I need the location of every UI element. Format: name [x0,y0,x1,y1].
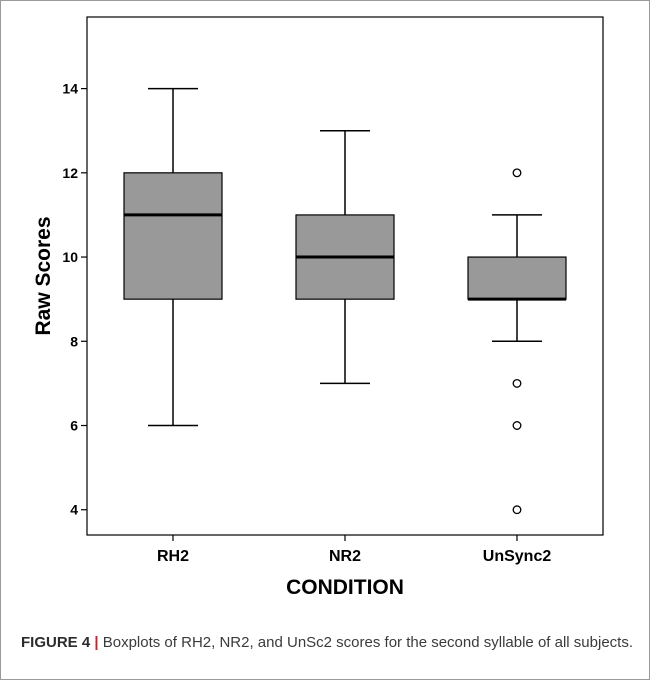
iqr-box [123,172,223,300]
x-tick-label: RH2 [157,548,189,565]
y-tick-label: 14 [62,81,78,97]
caption-separator: | [94,634,99,651]
y-axis-title: Raw Scores [32,216,55,335]
outlier-point [512,378,522,388]
y-tick-label: 4 [70,502,78,518]
boxplot-chart: 4 6 8 10 12 14 RH2 NR2 UnSync2 CONDITION Raw Score… [32,16,604,599]
iqr-box [467,256,567,300]
caption-text: Boxplots of RH2, NR2, and UnSc2 scores f… [102,634,633,651]
figure-caption: FIGURE 4 | Boxplots of RH2, NR2, and UnS… [21,632,633,653]
outlier-point [512,505,522,515]
y-tick-label: 8 [70,333,78,349]
x-tick-label: NR2 [329,548,361,565]
x-axis-title: CONDITION [286,576,404,599]
x-tick-label: UnSync2 [483,548,552,565]
y-tick-label: 10 [62,249,78,265]
caption-label: FIGURE 4 [21,634,91,651]
y-tick-label: 6 [70,418,78,434]
outlier-point [512,168,522,178]
y-tick-label: 12 [62,165,78,181]
outlier-point [512,421,522,430]
plot-area: 4 6 8 10 12 14 RH2 NR2 UnSync2 CONDITION Raw Score… [32,16,604,599]
